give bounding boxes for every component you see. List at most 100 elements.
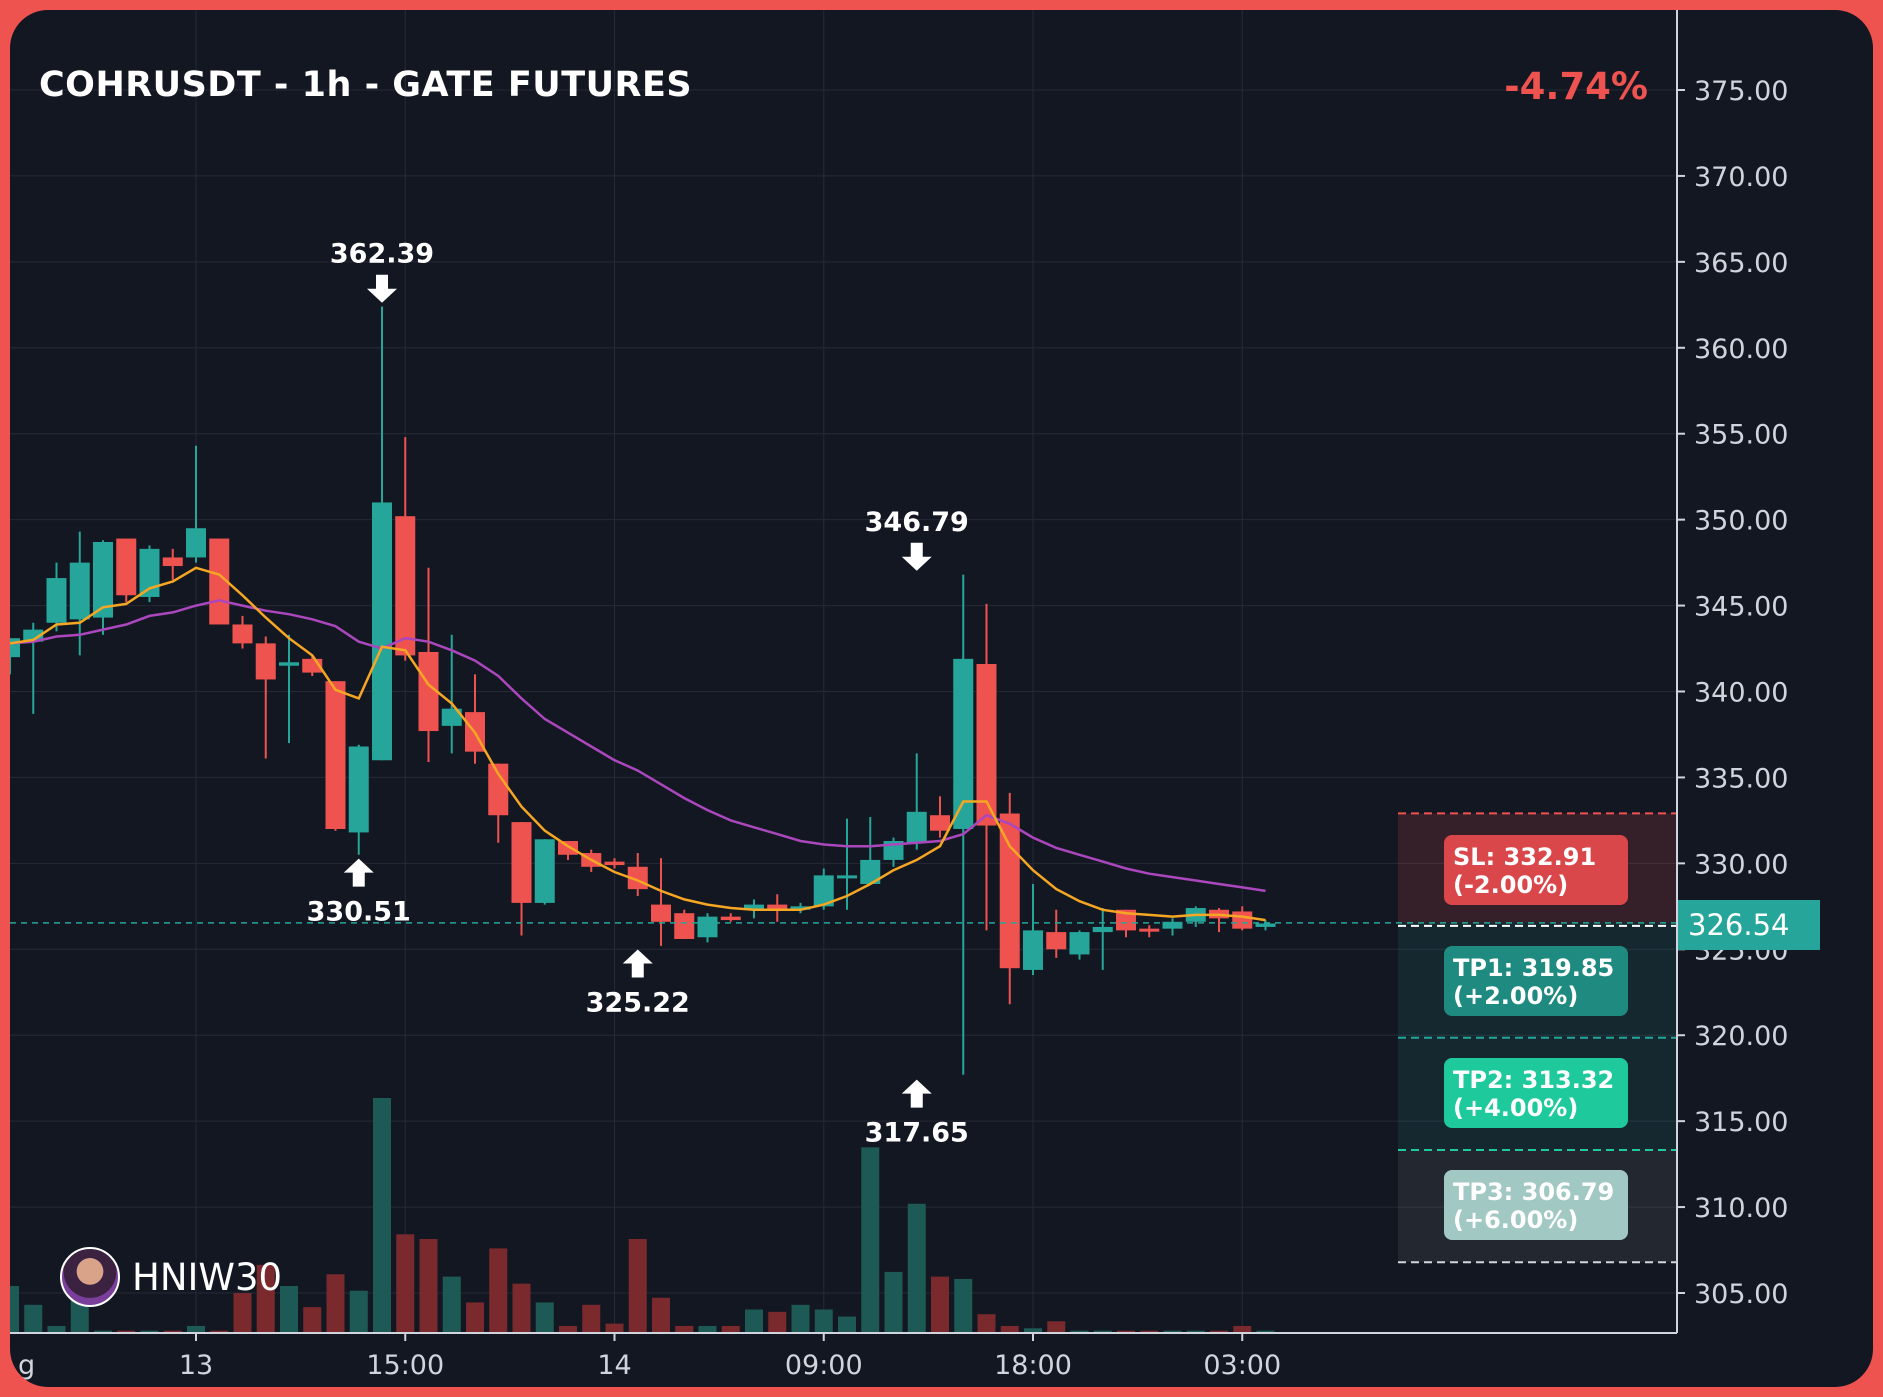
candle-body [906, 811, 927, 843]
volume-bar [512, 1283, 531, 1333]
candle-body [558, 841, 578, 855]
annotation-label: 330.51 [307, 897, 411, 928]
price-change: -4.74% [1504, 65, 1648, 108]
y-tick-label: 360.00 [1694, 334, 1788, 365]
candle-body [720, 916, 741, 921]
avatar [60, 1247, 120, 1307]
volume-bar [349, 1290, 368, 1333]
annotation-label: 317.65 [865, 1118, 969, 1149]
candle-body [488, 763, 509, 816]
candle-body [767, 904, 788, 910]
annotation-arrow-icon [343, 858, 374, 887]
current-price-tag: 326.54 [1678, 900, 1820, 950]
candle-body [860, 859, 881, 884]
candle-body [1023, 930, 1043, 970]
candle-body [1139, 928, 1160, 932]
volume-bar [582, 1304, 601, 1333]
candle-body [534, 839, 555, 903]
volume-bar [396, 1234, 415, 1333]
candle-body [790, 906, 811, 910]
volume-bar [931, 1276, 949, 1333]
chart-frame: 362.39 330.51 325.22 346.79 317.65 375.00 370… [10, 10, 1873, 1387]
take-profit-2-percent: (+4.00%) [1453, 1094, 1579, 1122]
candle-body [1092, 926, 1113, 933]
candle-body [162, 557, 183, 567]
volume-bar [745, 1309, 763, 1333]
y-tick-label: 370.00 [1694, 162, 1788, 193]
candle-body [674, 913, 695, 939]
candle-body [744, 904, 764, 910]
stop-loss-label: SL: 332.91 (-2.00%) [1444, 835, 1628, 905]
x-tick-label: 13 [179, 1350, 213, 1381]
y-tick-label: 345.00 [1694, 592, 1788, 623]
candle-body [232, 624, 253, 644]
y-tick-label: 320.00 [1694, 1021, 1788, 1052]
volume-bar [10, 1286, 19, 1333]
volume-bar [559, 1325, 577, 1333]
volume-bar [1140, 1330, 1159, 1333]
candle-body [418, 651, 439, 732]
volume-bar [489, 1248, 508, 1333]
candle-body [1255, 923, 1276, 927]
x-tick-label: 03:00 [1203, 1350, 1281, 1381]
candle-body [1162, 921, 1183, 929]
grid [10, 10, 1677, 1333]
volume-bar [1000, 1325, 1019, 1333]
candle-body [46, 578, 67, 623]
candle-body [116, 538, 137, 596]
volume-bar [675, 1325, 694, 1333]
y-tick-label: 335.00 [1694, 763, 1788, 794]
ma-slow-line [10, 599, 1266, 893]
volume-bar [373, 1098, 391, 1333]
volume-bar [1256, 1330, 1275, 1333]
candle-body [279, 662, 299, 666]
volume-bar [187, 1325, 205, 1333]
candle-body [837, 875, 857, 879]
candle-body [604, 861, 625, 866]
ma-fast-line [10, 566, 1266, 922]
y-tick-label: 330.00 [1694, 849, 1788, 880]
x-tick-label: 09:00 [785, 1350, 863, 1381]
candle-body [255, 643, 276, 680]
volume-bar [442, 1276, 461, 1333]
brand-name: HNIW30 [132, 1255, 283, 1299]
candle-body [23, 629, 44, 642]
take-profit-3-percent: (+6.00%) [1453, 1206, 1579, 1234]
candle-body [348, 746, 369, 833]
candle-body [1116, 909, 1136, 931]
candle-body [372, 502, 392, 761]
take-profit-1-percent: (+2.00%) [1453, 982, 1579, 1010]
candle-body [1069, 932, 1090, 955]
y-tick-label: 350.00 [1694, 506, 1788, 537]
y-tick-label: 340.00 [1694, 678, 1788, 709]
chart-title: COHRUSDT - 1h - GATE FUTURES [39, 65, 693, 105]
take-profit-2-value: TP2: 313.32 [1453, 1066, 1615, 1094]
volume-bar [861, 1147, 880, 1333]
volume-bar [419, 1239, 438, 1333]
y-tick-label: 355.00 [1694, 420, 1788, 451]
candle-body [441, 708, 462, 726]
annotation-arrow-icon [622, 949, 653, 978]
annotation-label: 346.79 [865, 507, 969, 538]
volume-bar [628, 1239, 647, 1333]
volume-bar [1024, 1328, 1042, 1333]
x-tick-label: 15:00 [366, 1350, 444, 1381]
volume-bar [117, 1330, 136, 1333]
candle-body [209, 538, 230, 625]
candle-body [1232, 911, 1253, 929]
candle-body [953, 658, 974, 829]
annotation-arrow-icon [367, 274, 397, 303]
volume-bar [1186, 1330, 1205, 1333]
y-tick-label: 315.00 [1694, 1107, 1788, 1138]
volume-bar [1047, 1321, 1066, 1333]
volume-bar [326, 1274, 345, 1333]
volume-bar [1163, 1330, 1182, 1333]
volume-bar [280, 1286, 298, 1333]
y-tick-label: 310.00 [1694, 1193, 1788, 1224]
annotation-label: 325.22 [586, 988, 690, 1019]
stop-loss-percent: (-2.00%) [1453, 871, 1569, 899]
axes: 375.00 370.00 365.00 360.00 355.00 350.00 345.… [10, 10, 1788, 1381]
take-profit-3-label: TP3: 306.79 (+6.00%) [1444, 1170, 1628, 1240]
candle-body [69, 562, 90, 620]
volume-bar [163, 1330, 182, 1333]
